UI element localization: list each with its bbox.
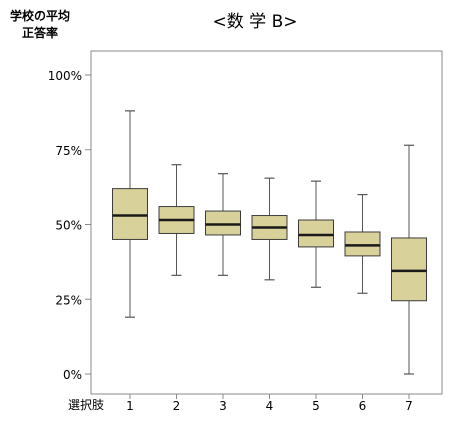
y-tick-label: 100% xyxy=(48,69,82,83)
box-4 xyxy=(251,177,288,281)
y-tick-label: 50% xyxy=(55,219,82,233)
box-5 xyxy=(298,180,334,288)
box-iqr xyxy=(344,231,381,257)
box-1 xyxy=(112,110,148,318)
x-tick-label: 4 xyxy=(266,399,274,413)
x-tick-label: 5 xyxy=(312,399,320,413)
x-tick-label: 3 xyxy=(219,399,227,413)
ylabel-line-1: 学校の平均 xyxy=(10,8,70,23)
x-tick-label: 6 xyxy=(359,399,367,413)
ylabel-group: 学校の平均 正答率 xyxy=(10,8,70,40)
box-iqr xyxy=(205,210,241,236)
box-series xyxy=(112,110,427,375)
y-tick-label: 75% xyxy=(55,144,82,158)
y-axis: 0% 25% 50% 75% 100% xyxy=(48,69,91,382)
box-7 xyxy=(391,144,427,375)
y-tick-label: 0% xyxy=(63,368,82,382)
x-tick-label: 7 xyxy=(405,399,413,413)
ylabel-line-2: 正答率 xyxy=(22,25,58,40)
x-tick-label: 2 xyxy=(173,399,181,413)
x-axis-label: 選択肢 xyxy=(68,397,104,412)
x-tick-label: 1 xyxy=(126,399,134,413)
box-3 xyxy=(205,173,241,276)
y-tick-label: 25% xyxy=(55,293,82,307)
box-iqr xyxy=(112,188,148,240)
box-iqr xyxy=(298,219,334,248)
box-2 xyxy=(158,164,195,276)
box-6 xyxy=(344,194,381,294)
chart-title: <数 学 B> xyxy=(213,12,298,32)
x-axis: 1 2 3 4 5 6 7 xyxy=(126,394,413,413)
box-iqr xyxy=(391,237,427,302)
